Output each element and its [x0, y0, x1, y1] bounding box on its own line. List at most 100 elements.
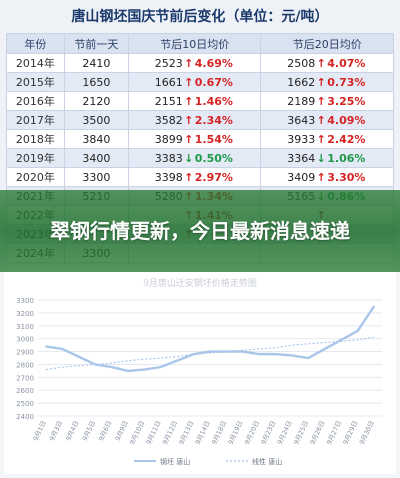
- cell-value: 3383: [154, 151, 183, 165]
- x-tick-label: 9月23日: [259, 419, 277, 445]
- arrow-up-icon: ↑: [184, 94, 194, 108]
- table-title: 唐山钢坯国庆节前后变化（单位：元/吨）: [71, 9, 329, 25]
- y-tick-label: 2600: [16, 387, 34, 395]
- cell-value: 2508: [287, 56, 316, 70]
- x-tick-label: 9月5日: [81, 419, 97, 442]
- x-tick-label: 9月3日: [48, 419, 64, 442]
- cell-after20: 3643↑4.09%: [260, 110, 394, 130]
- x-tick-label: 9月13日: [177, 419, 195, 445]
- cell-after10: 3582↑2.34%: [127, 110, 262, 130]
- chart-card: 9月唐山迁安钢坯价格走势图 2400 2500 2600 2700 2800 2900 300…: [4, 270, 396, 474]
- legend-label: 钢坯 唐山: [160, 457, 190, 466]
- cell-percent: 0.67%: [194, 75, 233, 89]
- x-tick-label: 9月26日: [309, 419, 327, 445]
- cell-value: 3899: [154, 132, 183, 146]
- x-tick-label: 9月29日: [341, 419, 359, 445]
- cell-value: 3409: [287, 170, 316, 184]
- data-point: [110, 366, 113, 368]
- cell-value: 3364: [287, 151, 316, 165]
- arrow-up-icon: ↑: [184, 170, 194, 184]
- cell-value: 3398: [154, 170, 183, 184]
- arrow-down-icon: ↓: [316, 151, 326, 165]
- cell-after20: 2508↑4.07%: [260, 53, 394, 73]
- y-tick-label: 3300: [16, 297, 34, 305]
- arrow-up-icon: ↑: [316, 170, 326, 184]
- cell-value: 2151: [154, 94, 183, 108]
- cell-value: 1661: [154, 75, 183, 89]
- cell-after10: 3899↑1.54%: [127, 129, 262, 149]
- data-point: [307, 357, 310, 359]
- table-row: 2014年 2410 2523↑4.69% 2508↑4.07%: [6, 53, 394, 73]
- cell-before: 3500: [63, 110, 130, 130]
- cell-percent: 3.30%: [327, 170, 366, 184]
- cell-after20: 3409↑3.30%: [260, 167, 394, 187]
- table-row: 2016年 2120 2151↑1.46% 2189↑3.25%: [6, 91, 394, 111]
- cell-percent: 1.46%: [194, 94, 233, 108]
- data-point: [77, 355, 80, 358]
- x-tick-label: 9月12日: [161, 419, 179, 445]
- x-tick-label: 9月18日: [210, 419, 228, 445]
- cell-year: 2015年: [6, 72, 65, 92]
- arrow-up-icon: ↑: [316, 132, 326, 146]
- x-tick-label: 9月30日: [358, 419, 376, 445]
- x-tick-label: 9月14日: [194, 419, 212, 445]
- arrow-up-icon: ↑: [184, 132, 194, 146]
- headline-banner[interactable]: 翠钢行情更新，今日最新消息速递: [0, 190, 400, 272]
- x-tick-label: 9月10日: [128, 419, 146, 445]
- y-tick-label: 2400: [16, 413, 34, 421]
- data-point: [209, 350, 211, 353]
- cell-percent: 1.06%: [327, 151, 366, 165]
- data-point: [323, 348, 326, 350]
- cell-percent: 3.25%: [327, 94, 366, 108]
- cell-percent: 0.73%: [327, 75, 366, 89]
- cell-percent: 2.34%: [194, 113, 233, 127]
- x-tick-label: 9月20日: [243, 419, 261, 445]
- y-tick-label: 2800: [16, 361, 34, 369]
- cell-percent: 2.42%: [327, 132, 366, 146]
- y-tick-label: 3200: [16, 310, 34, 318]
- headline-text[interactable]: 翠钢行情更新，今日最新消息速递: [50, 219, 350, 243]
- cell-year: 2014年: [6, 53, 65, 73]
- cell-year: 2017年: [6, 110, 65, 130]
- cell-value: 2189: [287, 94, 316, 108]
- cell-before: 3400: [63, 148, 130, 168]
- y-tick-label: 3000: [16, 336, 34, 344]
- arrow-up-icon: ↑: [184, 56, 194, 70]
- x-tick-label: 9月1日: [32, 419, 48, 442]
- data-point: [45, 345, 47, 348]
- cell-value: 2523: [154, 56, 183, 70]
- header-after10: 节后10日均价: [127, 33, 262, 54]
- data-point: [291, 354, 293, 357]
- x-tick-label: 9月6日: [97, 419, 113, 442]
- cell-before: 2120: [63, 91, 130, 111]
- x-tick-label: 9月11日: [145, 419, 163, 445]
- cell-year: 2020年: [6, 167, 65, 187]
- cell-percent: 2.97%: [194, 170, 233, 184]
- price-trend-chart: 9月唐山迁安钢坯价格走势图 2400 2500 2600 2700 2800 2900 300…: [16, 277, 382, 466]
- cell-after20: 3364↓1.06%: [260, 148, 394, 168]
- data-point: [373, 305, 375, 308]
- cell-year: 2018年: [6, 129, 65, 149]
- cell-after20: 1662↑0.73%: [260, 72, 394, 92]
- cell-before: 3840: [63, 129, 130, 149]
- cell-percent: 1.54%: [194, 132, 233, 146]
- chart-title: 9月唐山迁安钢坯价格走势图: [143, 277, 257, 289]
- table-row: 2020年 3300 3398↑2.97% 3409↑3.30%: [6, 167, 394, 187]
- cell-percent: 4.09%: [327, 113, 366, 127]
- arrow-up-icon: ↑: [316, 56, 326, 70]
- data-point: [356, 330, 359, 332]
- y-tick-label: 2900: [16, 349, 34, 357]
- data-point: [143, 368, 146, 371]
- table-header-row: 年份 节前一天 节后10日均价 节后20日均价: [6, 33, 394, 54]
- data-point: [258, 353, 261, 356]
- table-row: 2018年 3840 3899↑1.54% 3933↑2.42%: [6, 129, 394, 149]
- cell-before: 3300: [63, 167, 130, 187]
- arrow-up-icon: ↑: [316, 113, 326, 127]
- legend-label: 线性 唐山: [252, 457, 282, 466]
- cell-after20: 3933↑2.42%: [260, 129, 394, 149]
- arrow-up-icon: ↑: [184, 75, 194, 89]
- chart-section: 9月唐山迁安钢坯价格走势图 2400 2500 2600 2700 2800 2900 300…: [0, 266, 400, 478]
- trend-line: [45, 336, 375, 371]
- data-point: [274, 353, 277, 356]
- y-tick-label: 2500: [16, 400, 34, 408]
